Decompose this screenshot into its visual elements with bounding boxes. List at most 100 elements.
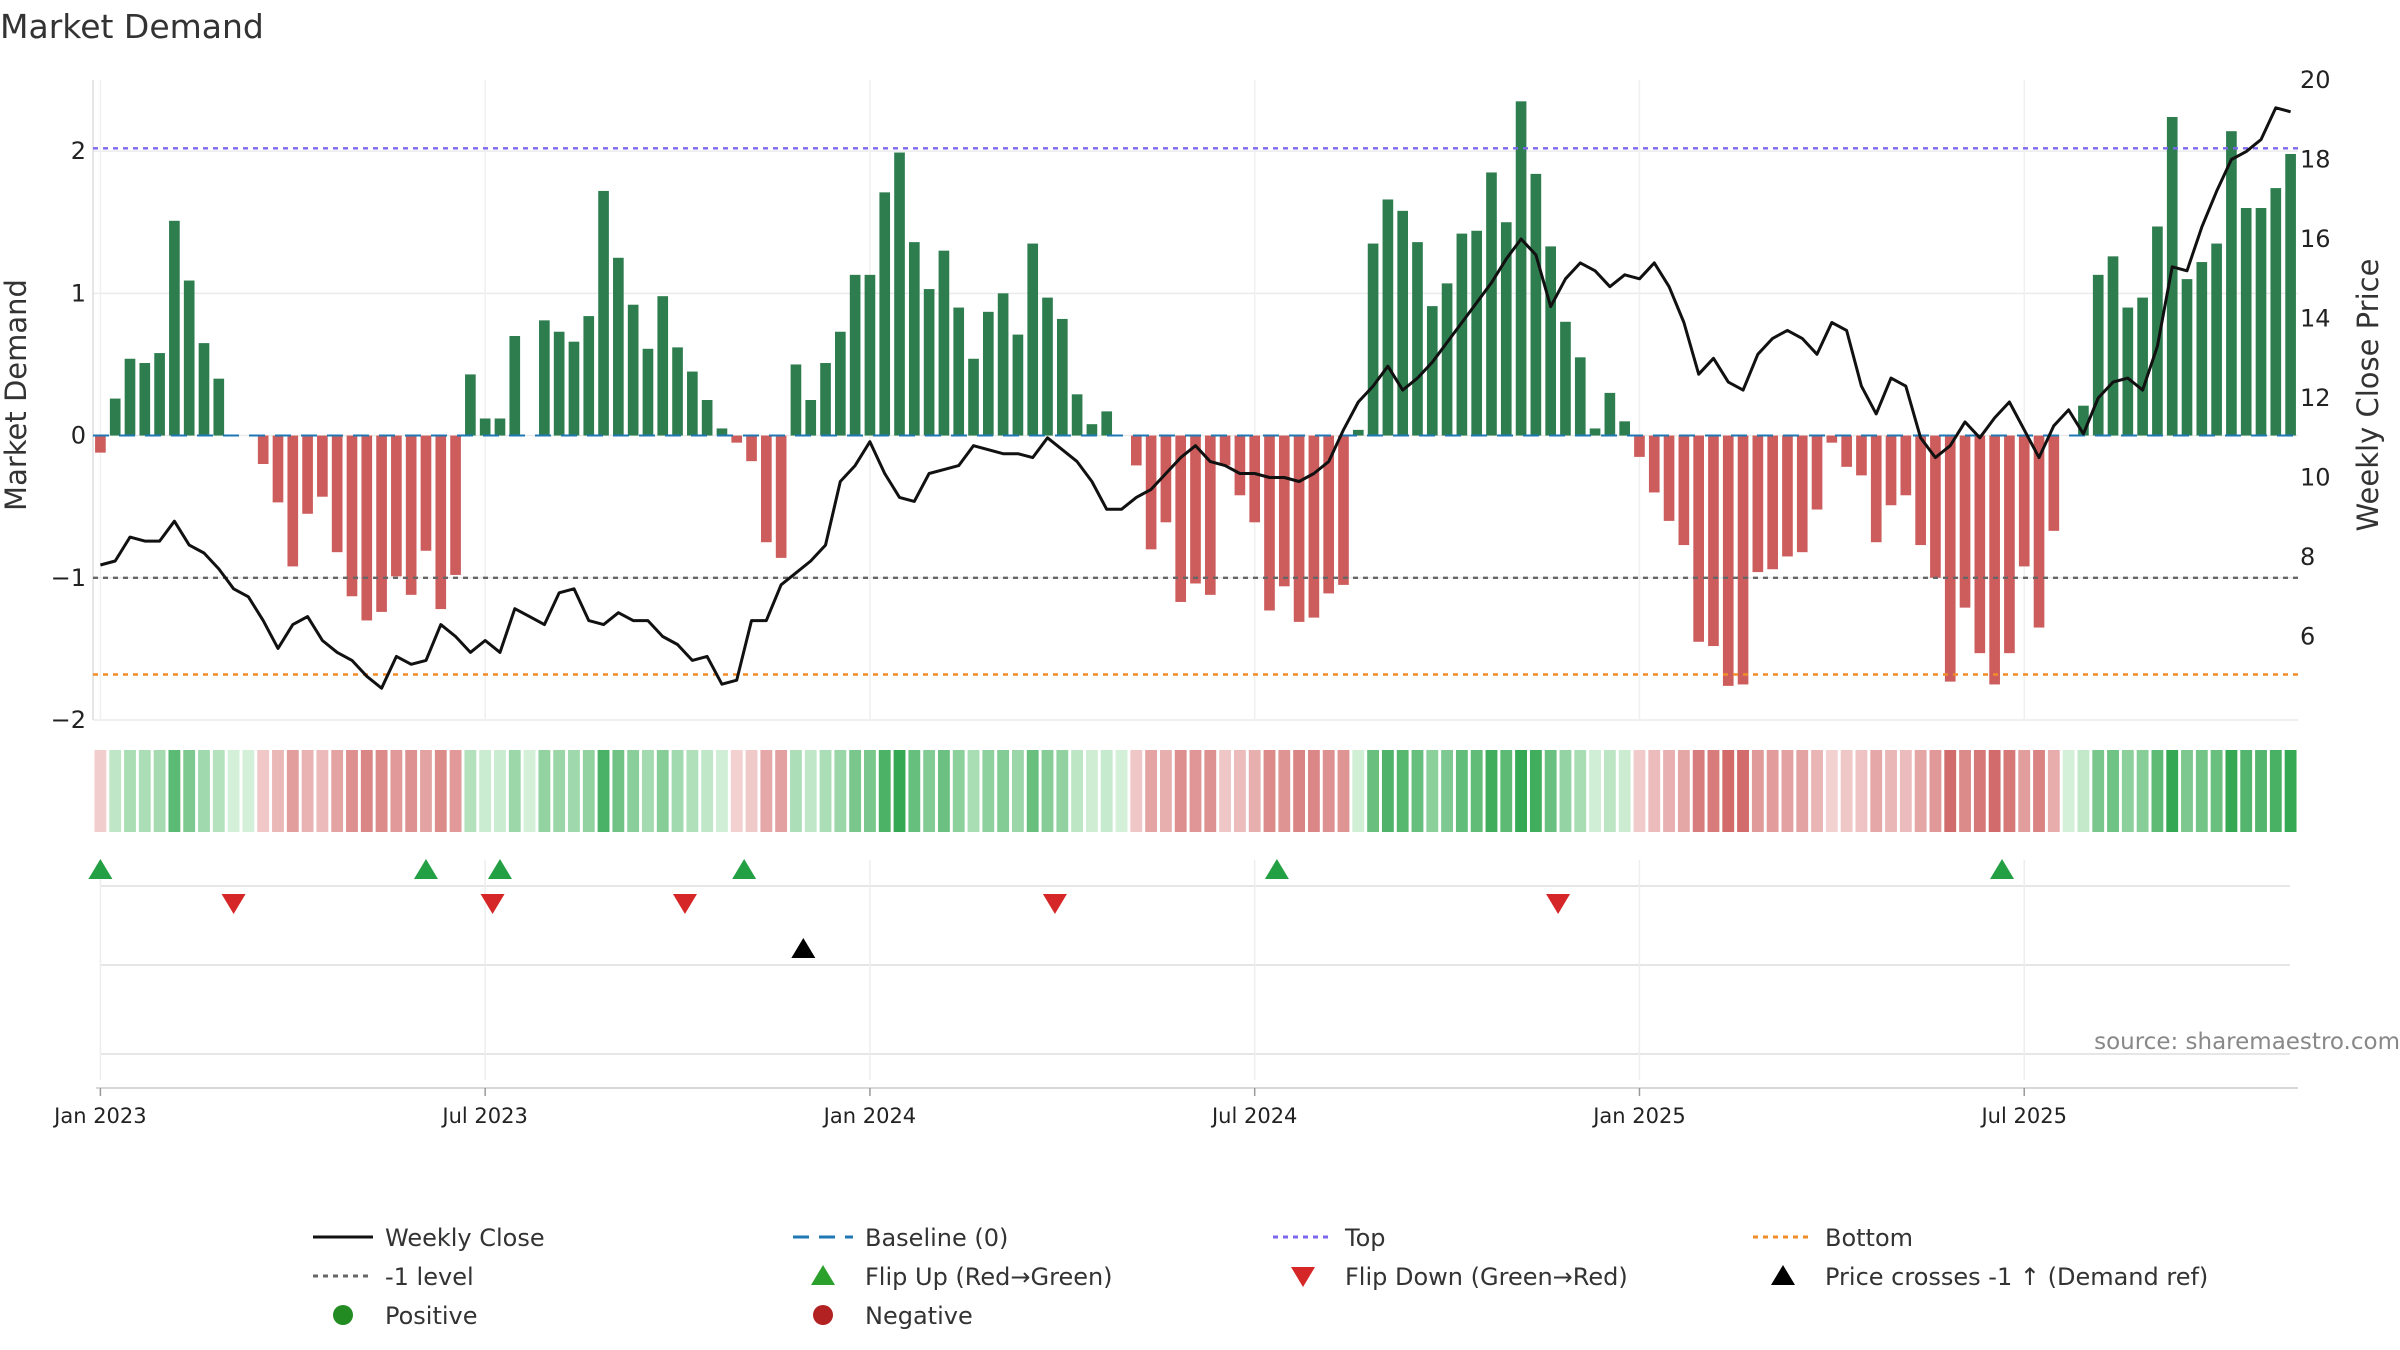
heat-strip-cell: [745, 750, 758, 832]
y-right-tick-label: 16: [2300, 225, 2331, 253]
heat-strip-cell: [346, 750, 358, 832]
heat-strip-cell: [1485, 750, 1498, 832]
y-left-axis: 2 1 0 −1 −2: [51, 137, 86, 734]
heat-strip-cell: [597, 750, 610, 832]
heat-strip-cell: [1988, 750, 2001, 832]
heat-strip-cell: [553, 750, 566, 832]
demand-bar: [1885, 435, 1897, 506]
price-cross-marker: [791, 938, 816, 958]
demand-bar: [2226, 131, 2237, 436]
heat-strip-cell: [760, 750, 773, 832]
demand-bar: [183, 280, 195, 436]
demand-bar: [1086, 424, 1098, 436]
heat-strip-cell: [1677, 750, 1690, 832]
demand-bar: [287, 435, 299, 567]
demand-bar: [1545, 246, 1556, 436]
demand-bar: [1944, 435, 1956, 682]
x-tick-label: Jul 2023: [440, 1104, 527, 1128]
demand-bar: [1841, 435, 1852, 467]
heat-strip-cell: [1352, 750, 1365, 832]
legend-label-negative: Negative: [865, 1302, 973, 1330]
heat-strip-cell: [686, 750, 699, 832]
y-right-tick-label: 14: [2300, 305, 2331, 333]
demand-bar: [302, 435, 313, 514]
heat-strip-cell: [1959, 750, 1971, 832]
signal-markers: [88, 859, 2298, 1089]
y-left-tick-label: 1: [71, 279, 86, 307]
heat-strip-cell: [2240, 750, 2253, 832]
demand-bar: [894, 152, 905, 436]
y-right-tick-label: 18: [2300, 146, 2331, 174]
heat-strip-cell: [420, 750, 432, 832]
demand-bar: [435, 435, 447, 610]
heat-strip-cell: [183, 750, 196, 832]
demand-bar: [1589, 428, 1601, 436]
demand-bar: [1722, 435, 1734, 686]
demand-bar: [1471, 230, 1483, 436]
heat-strip-cell: [804, 750, 817, 832]
heat-strip-cell: [212, 750, 225, 832]
heat-strip-cell: [124, 750, 136, 832]
heat-strip-cell: [1426, 750, 1439, 832]
legend-label-top: Top: [1344, 1224, 1386, 1252]
demand-bar: [198, 343, 210, 436]
heat-strip-cell: [1781, 750, 1794, 832]
heat-strip-cell: [2033, 750, 2045, 832]
demand-bar: [1752, 435, 1764, 573]
demand-bar: [2270, 188, 2282, 436]
demand-bar: [953, 307, 965, 436]
heat-strip-cell: [2255, 750, 2267, 832]
demand-bar: [2033, 435, 2045, 628]
heat-strip-cell: [671, 750, 684, 832]
demand-bar: [1204, 435, 1216, 595]
demand-bar: [731, 435, 743, 443]
heat-strip-cell: [1589, 750, 1601, 832]
demand-bar: [1412, 242, 1423, 436]
demand-bar: [790, 364, 802, 436]
heat-strip-cell: [923, 750, 936, 832]
demand-bar: [613, 257, 624, 436]
heat-strip-cell: [2092, 750, 2105, 832]
demand-bar: [849, 274, 861, 436]
demand-bar: [346, 435, 358, 597]
heat-strip-cell: [701, 750, 714, 832]
demand-bar: [1708, 435, 1719, 647]
demand-bar: [1737, 435, 1749, 685]
demand-bar: [1678, 435, 1690, 546]
heat-strip-cell: [390, 750, 403, 832]
demand-bar: [124, 358, 136, 436]
legend-symbol-flip-down-green-red-: [1291, 1267, 1315, 1287]
heat-strip-cell: [109, 750, 122, 832]
heat-strip-cell: [1337, 750, 1350, 832]
demand-bar: [2048, 435, 2060, 531]
heat-strip-cell: [878, 750, 891, 832]
heat-strip-cell: [1574, 750, 1587, 832]
legend-symbol-positive: [333, 1305, 353, 1325]
heat-strip-cell: [1751, 750, 1764, 832]
heat-strip-cell: [538, 750, 551, 832]
legend-label-baseline-0-: Baseline (0): [865, 1224, 1008, 1252]
flip-down-marker: [1546, 894, 1571, 914]
demand-bar: [716, 428, 728, 436]
y-right-tick-label: 12: [2300, 384, 2331, 412]
heat-strip-cell: [1411, 750, 1424, 832]
demand-bar: [997, 293, 1009, 436]
demand-bar: [1500, 222, 1512, 436]
demand-bar: [1974, 435, 1986, 654]
demand-bar: [2004, 435, 2015, 654]
heat-strip-cell: [1085, 750, 1098, 832]
heat-strip-cell: [1633, 750, 1646, 832]
demand-bar: [1900, 435, 1912, 496]
heat-strip-cell: [1322, 750, 1335, 832]
legend-label-bottom: Bottom: [1825, 1224, 1913, 1252]
heat-strip-cell: [1692, 750, 1705, 832]
heat-strip-cell: [1367, 750, 1380, 832]
x-tick-label: Jan 2025: [1591, 1104, 1686, 1128]
demand-bar: [154, 353, 165, 436]
heat-strip-cell: [1381, 750, 1394, 832]
heat-strip-cell: [2195, 750, 2208, 832]
demand-bar: [420, 435, 432, 551]
demand-bar: [1530, 173, 1542, 436]
demand-bar: [2107, 256, 2119, 436]
heat-strip-cell: [864, 750, 876, 832]
